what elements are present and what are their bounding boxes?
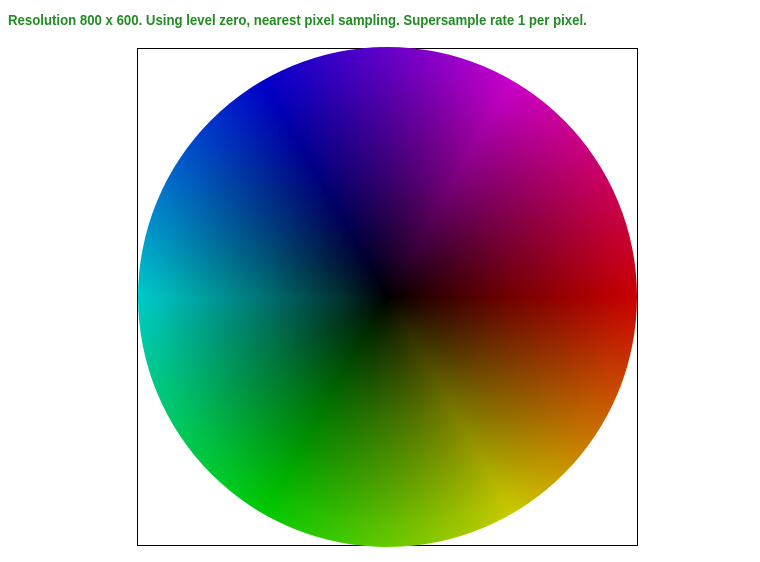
render-frame bbox=[137, 47, 638, 547]
render-info-caption: Resolution 800 x 600. Using level zero, … bbox=[8, 12, 587, 29]
hue-color-wheel bbox=[138, 47, 637, 547]
wheel-container bbox=[138, 47, 637, 547]
